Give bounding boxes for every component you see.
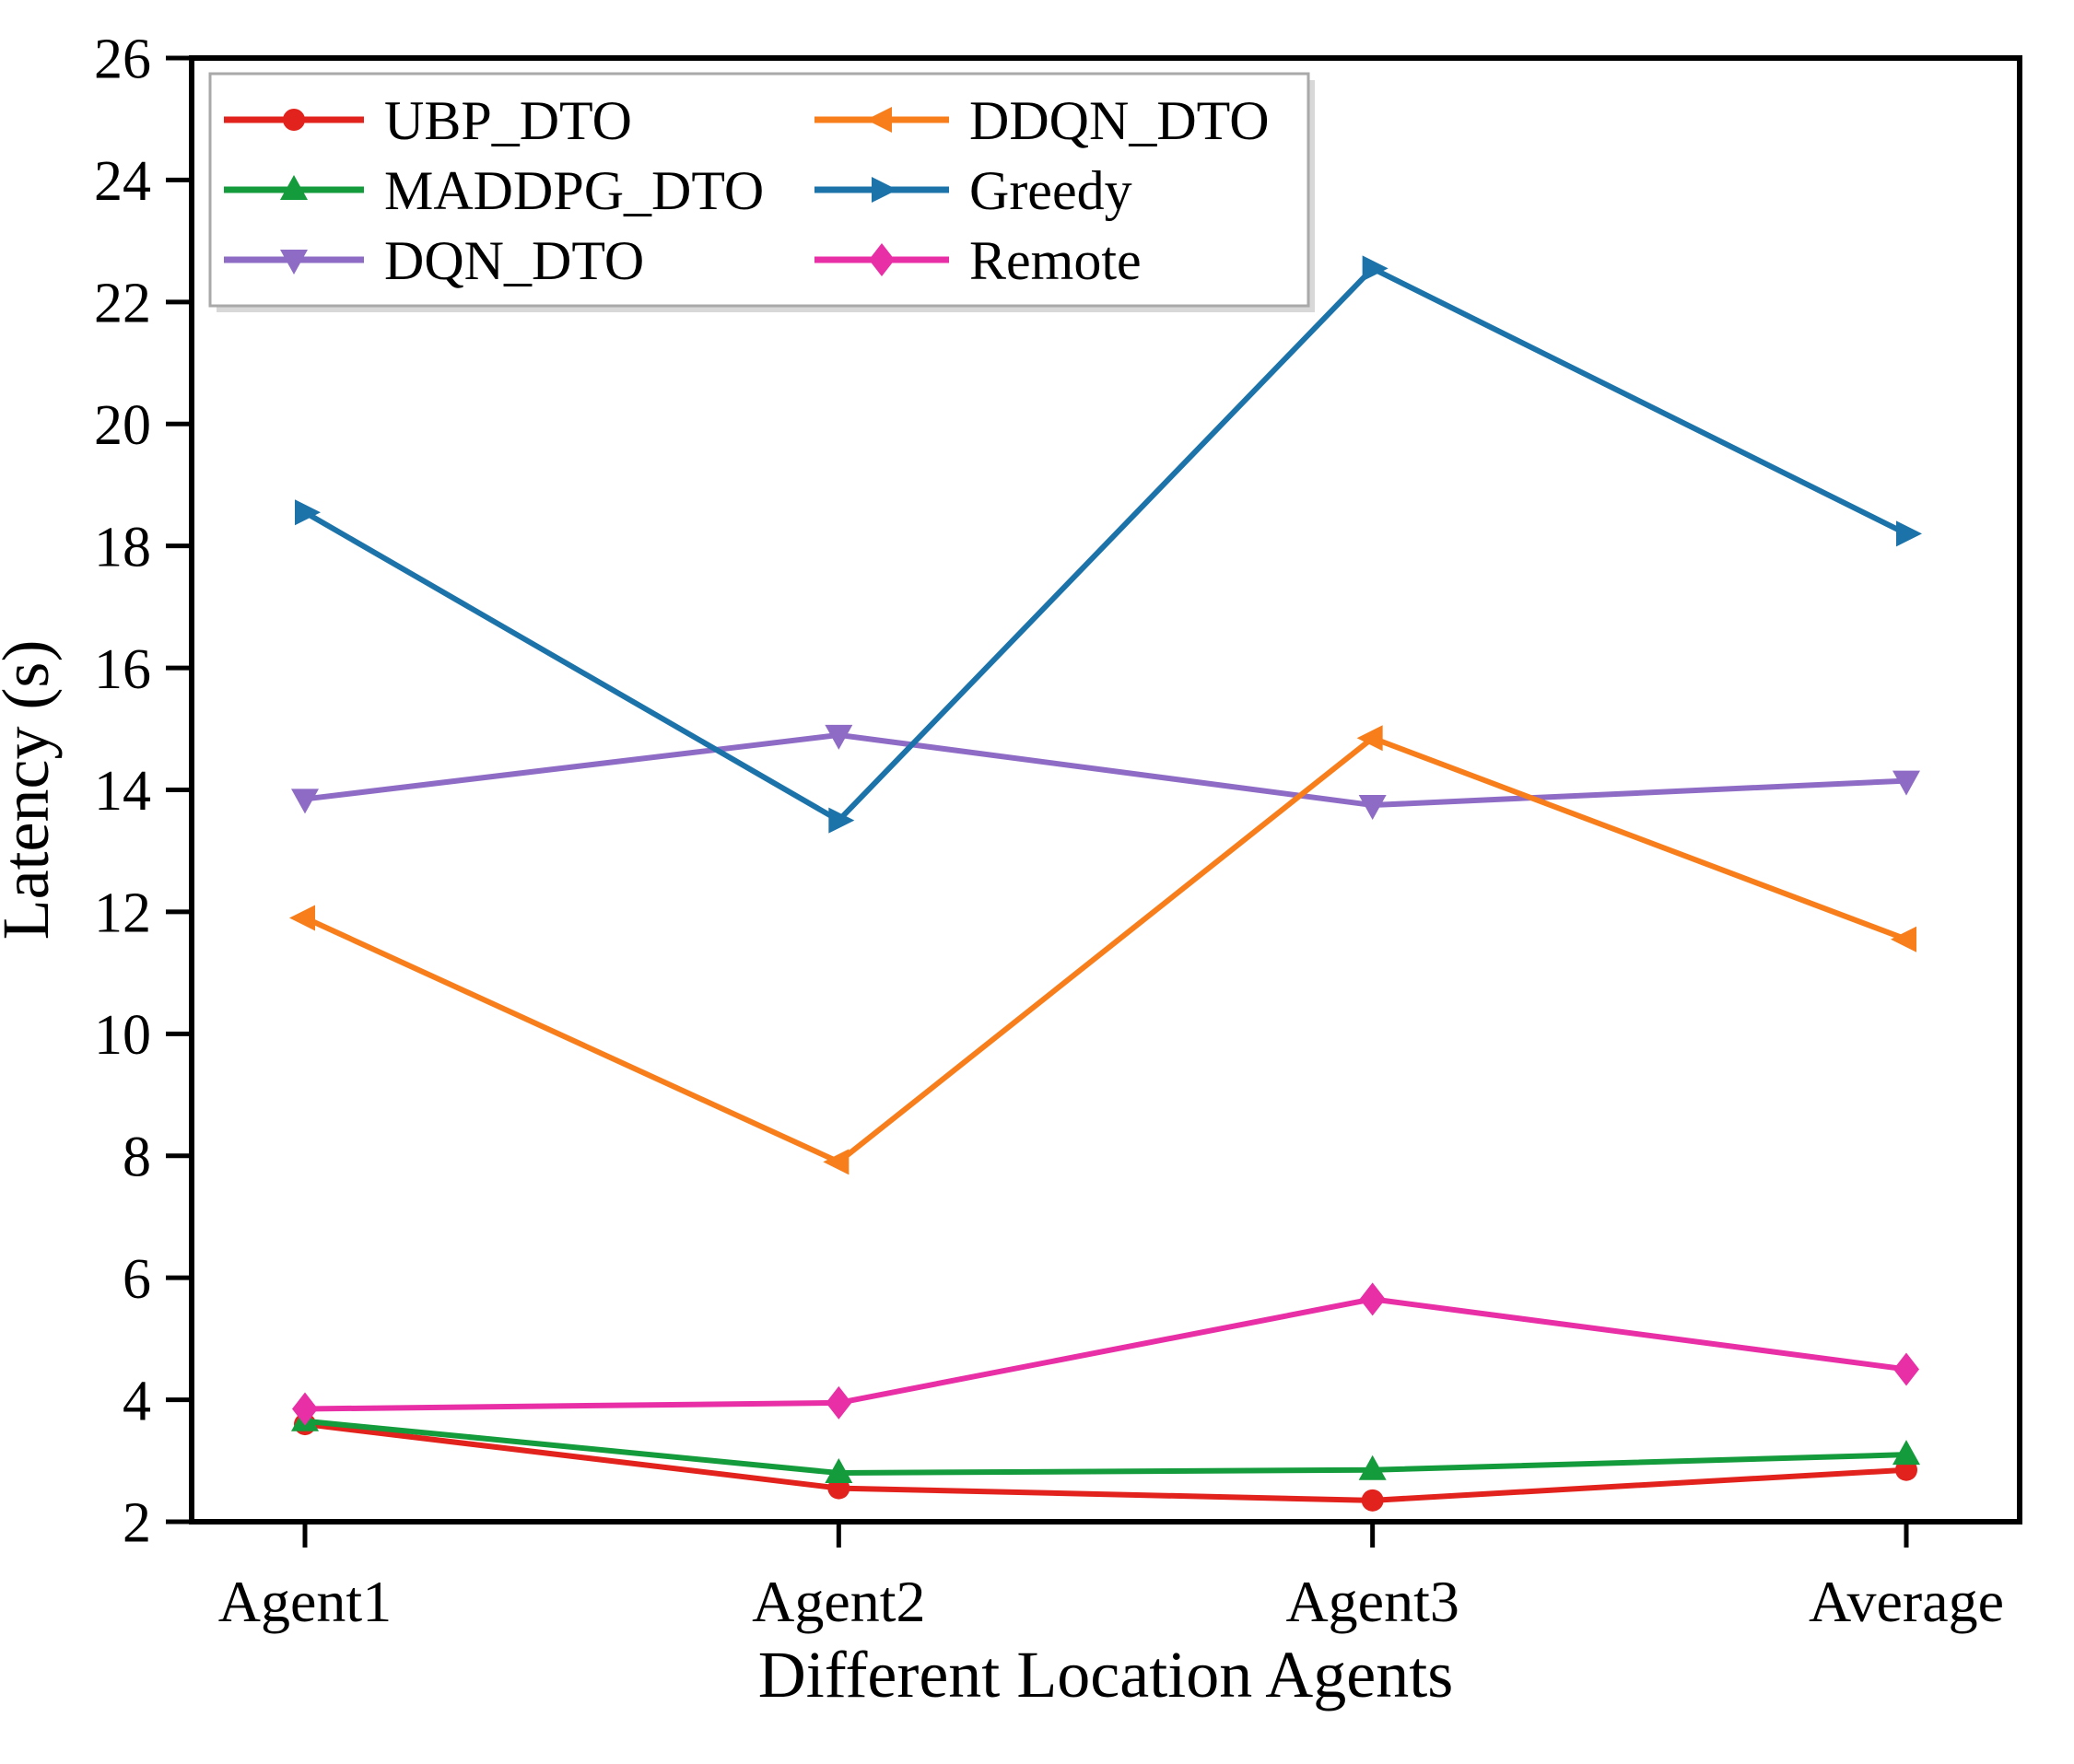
marker-diamond [869, 243, 895, 276]
marker-triangle-left [289, 905, 315, 931]
marker-diamond [1359, 1282, 1386, 1316]
y-tick-label: 20 [94, 394, 151, 457]
legend-item-DQN_DTO: DQN_DTO [224, 230, 644, 291]
legend-item-DDQN_DTO: DDQN_DTO [814, 90, 1270, 151]
y-tick-label: 22 [94, 273, 151, 335]
marker-triangle-left [823, 1149, 850, 1175]
marker-triangle-down [825, 724, 853, 750]
legend-label: DQN_DTO [384, 230, 644, 291]
x-axis-title: Different Location Agents [758, 1638, 1453, 1711]
series-DQN_DTO [291, 724, 1920, 821]
y-tick-label: 2 [123, 1492, 151, 1555]
legend: UBP_DTO DDQN_DTO MADDPG_DTO Greedy DQN_DTO Re… [208, 72, 1315, 312]
y-tick-label: 10 [94, 1004, 151, 1067]
legend-item-UBP_DTO: UBP_DTO [224, 90, 632, 151]
legend-item-Greedy: Greedy [814, 160, 1132, 221]
legend-item-MADDPG_DTO: MADDPG_DTO [224, 160, 764, 221]
marker-triangle-left [1891, 926, 1916, 952]
marker-triangle-right [872, 177, 897, 203]
marker-triangle-left [1356, 725, 1383, 752]
y-tick-label: 12 [94, 882, 151, 945]
x-tick-label: Average [1809, 1569, 2004, 1634]
marker-triangle-left [866, 107, 892, 133]
marker-circle [1361, 1489, 1384, 1512]
y-axis-title: Latency (s) [0, 640, 63, 940]
marker-triangle-down [1892, 770, 1920, 796]
y-tick-label: 18 [94, 516, 151, 578]
legend-label: Remote [969, 230, 1142, 291]
y-tick-label: 14 [94, 760, 151, 823]
y-tick-label: 26 [94, 29, 151, 91]
marker-triangle-down [280, 250, 308, 275]
series-line [304, 731, 1907, 809]
marker-diamond [826, 1385, 852, 1419]
marker-circle [283, 109, 305, 131]
marker-triangle-down [291, 789, 319, 814]
y-tick-label: 16 [94, 638, 151, 701]
y-tick-label: 8 [123, 1126, 151, 1188]
y-tick-label: 6 [123, 1248, 151, 1311]
marker-triangle-up [280, 175, 308, 200]
legend-label: DDQN_DTO [969, 90, 1270, 151]
marker-triangle-up [1358, 1454, 1387, 1480]
series-line [303, 734, 1908, 1165]
x-tick-label: Agent1 [218, 1569, 392, 1634]
series-line [304, 1418, 1907, 1477]
series-line [304, 1296, 1907, 1412]
series-line [303, 264, 1908, 824]
marker-triangle-down [1358, 795, 1387, 821]
series-Remote [292, 1282, 1919, 1426]
x-tick-label: Agent2 [752, 1569, 925, 1634]
legend-label: UBP_DTO [384, 90, 632, 151]
y-tick-label: 4 [123, 1370, 151, 1432]
series-line [304, 1421, 1907, 1503]
marker-triangle-right [295, 499, 321, 526]
series-Greedy [295, 255, 1922, 834]
marker-triangle-right [828, 807, 855, 834]
marker-triangle-up [825, 1458, 853, 1484]
marker-triangle-up [1892, 1440, 1920, 1466]
plot-frame [189, 55, 2022, 1525]
marker-diamond [1893, 1352, 1919, 1386]
series-DDQN_DTO [289, 725, 1916, 1175]
legend-box [208, 72, 1310, 308]
x-axis: Agent1 Agent2 Agent3 Average [218, 1522, 2004, 1634]
legend-item-Remote: Remote [814, 230, 1142, 291]
marker-triangle-right [1362, 255, 1389, 282]
legend-label: Greedy [969, 160, 1132, 221]
legend-label: MADDPG_DTO [384, 160, 764, 221]
marker-triangle-right [1896, 520, 1922, 547]
y-tick-label: 24 [94, 150, 151, 213]
x-tick-label: Agent3 [1285, 1569, 1459, 1634]
marker-diamond [292, 1392, 318, 1426]
